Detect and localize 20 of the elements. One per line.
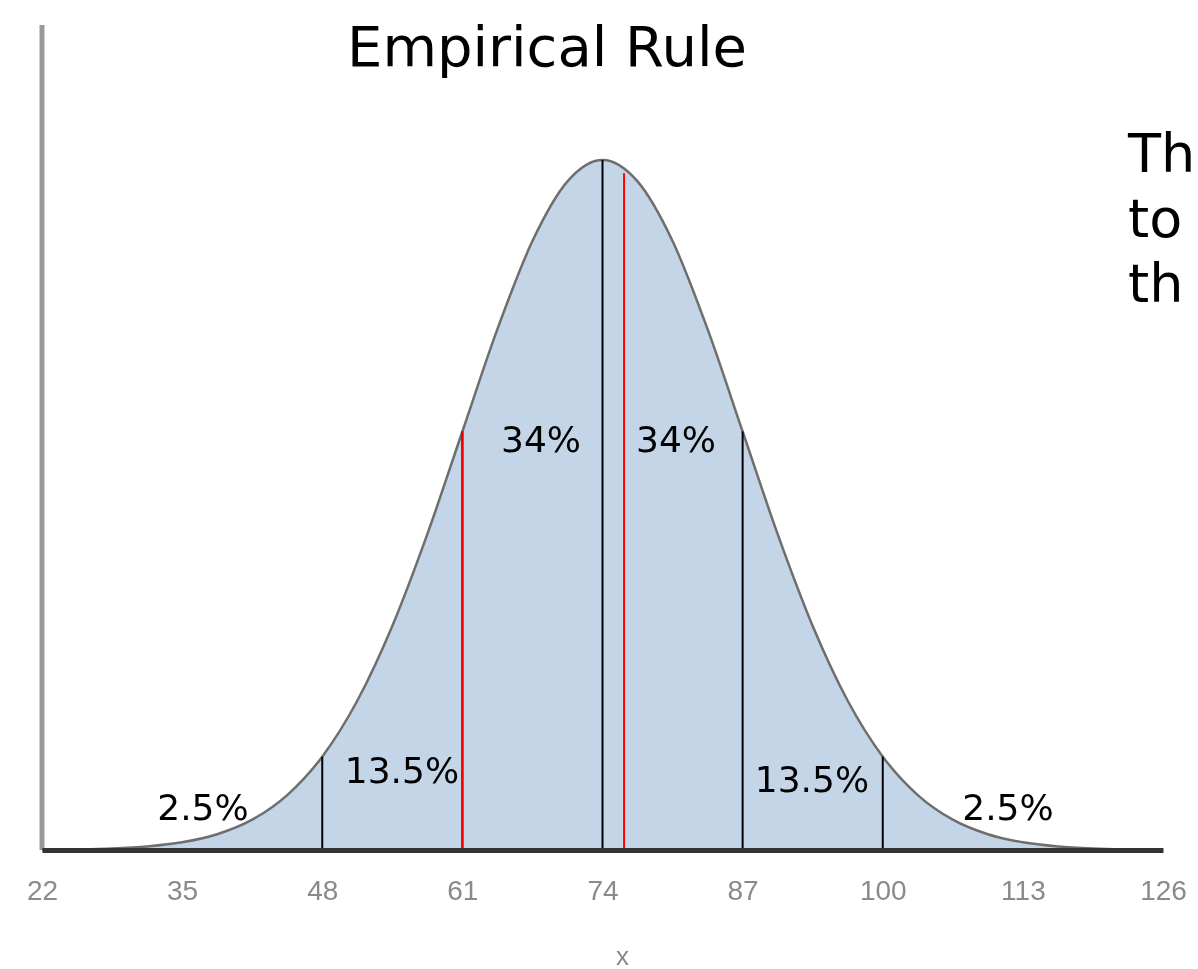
- annotation: 34%: [500, 419, 582, 460]
- x-tick-label: 22: [26, 874, 59, 906]
- annotation: 34%: [635, 419, 717, 460]
- chart-title: Empirical Rule: [347, 14, 747, 79]
- x-tick-label: 126: [1140, 874, 1187, 906]
- x-tick-label: 48: [307, 874, 339, 906]
- x-tick-label: 87: [727, 874, 759, 906]
- annotation: 13.5%: [754, 759, 870, 800]
- x-tick-label: 61: [447, 874, 479, 906]
- annotation: Th: [1127, 122, 1196, 185]
- annotation: 13.5%: [344, 750, 460, 791]
- x-tick-label: 100: [859, 874, 907, 906]
- x-tick-label: 35: [167, 874, 199, 906]
- annotation: th: [1128, 252, 1184, 315]
- x-tick-label: 74: [587, 874, 619, 906]
- x-tick-label: 113: [1001, 874, 1046, 906]
- annotation: to: [1128, 187, 1183, 250]
- x-axis-title: x: [616, 941, 629, 969]
- annotation: 2.5%: [962, 787, 1054, 828]
- annotation: 2.5%: [157, 787, 249, 828]
